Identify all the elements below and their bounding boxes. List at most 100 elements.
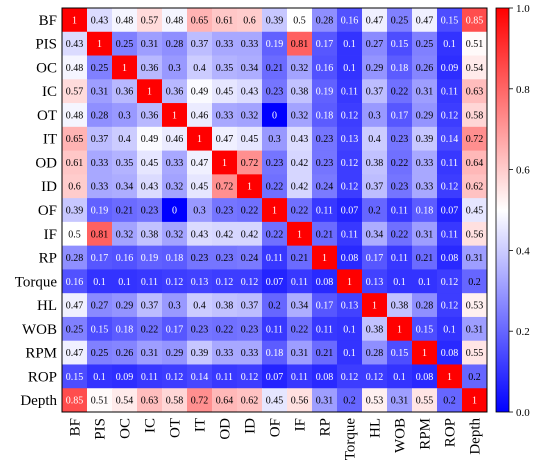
heatmap-cell (237, 269, 263, 294)
cell-value-label: 0.22 (266, 182, 284, 193)
cell-value-label: 0.22 (391, 229, 409, 240)
heatmap-cell (287, 55, 313, 80)
heatmap-cell (137, 293, 163, 318)
cell-value-label: 0.36 (141, 110, 159, 121)
heatmap-cell (362, 126, 388, 151)
cell-value-label: 0.1 (343, 63, 356, 74)
heatmap-cell (162, 316, 188, 342)
heatmap-cell (337, 364, 363, 389)
heatmap-cell (262, 364, 288, 389)
cell-value-label: 0.23 (241, 324, 259, 335)
cell-value-label: 0.13 (341, 134, 359, 145)
heatmap-cell (187, 198, 213, 223)
heatmap-cell (212, 269, 238, 294)
cell-value-label: 0.38 (291, 87, 309, 98)
cell-value-label: 0.11 (141, 372, 158, 383)
cell-value-label: 0.22 (241, 206, 259, 217)
heatmap-cell (462, 388, 488, 413)
heatmap-cell (362, 221, 388, 247)
heatmap-cell (237, 221, 263, 247)
cell-value-label: 0.85 (466, 15, 484, 26)
cell-value-label: 0.31 (141, 348, 159, 359)
heatmap-cell (262, 269, 288, 294)
column-label: OF (268, 418, 284, 437)
heatmap-cell (212, 340, 238, 365)
cell-value-label: 0.58 (466, 110, 484, 121)
heatmap-cell (87, 174, 113, 199)
heatmap-cell (62, 364, 88, 389)
heatmap-cell (287, 79, 313, 104)
cell-value-label: 0.48 (66, 110, 84, 121)
cell-value-label: 0.16 (341, 15, 359, 26)
cell-value-label: 0.33 (216, 348, 234, 359)
cell-value-label: 0.54 (116, 396, 134, 407)
cell-value-label: 0.48 (66, 63, 84, 74)
cell-value-label: 0.12 (166, 372, 184, 383)
cell-value-label: 0.48 (116, 15, 134, 26)
heatmap-cell (262, 293, 288, 318)
heatmap-cell (337, 245, 363, 270)
heatmap-cell (437, 269, 463, 294)
heatmap-cell (237, 364, 263, 389)
heatmap-cell (187, 126, 213, 151)
heatmap-cell (412, 79, 438, 104)
cell-value-label: 0.25 (91, 63, 109, 74)
heatmap-cell (262, 198, 288, 223)
heatmap-cell (462, 79, 488, 104)
heatmap-cell (137, 174, 163, 199)
heatmap-cell (437, 126, 463, 151)
heatmap-cell (62, 245, 88, 270)
heatmap-cell (437, 388, 463, 413)
heatmap-cell (162, 245, 188, 270)
heatmap-cell (312, 221, 338, 247)
heatmap-cell (387, 293, 413, 318)
heatmap-cell (362, 174, 388, 199)
heatmap-cell (112, 340, 138, 365)
heatmap-cell (62, 340, 88, 365)
heatmap-cell (437, 8, 463, 33)
heatmap-cell (412, 364, 438, 389)
cell-value-label: 0.38 (366, 158, 384, 169)
heatmap-cell (112, 221, 138, 247)
cell-value-label: 0.33 (416, 158, 434, 169)
colorbar-tick-label: 0.2 (516, 326, 530, 338)
cell-value-label: 1 (372, 301, 377, 312)
heatmap-cell (112, 79, 138, 104)
cell-value-label: 0.37 (91, 134, 109, 145)
cell-value-label: 0.2 (443, 396, 456, 407)
heatmap-cell (412, 103, 438, 128)
heatmap-cell (162, 31, 188, 56)
heatmap-cell (387, 269, 413, 294)
heatmap-cell (137, 388, 163, 413)
heatmap-cell (337, 269, 363, 294)
cell-value-label: 0.29 (166, 348, 184, 359)
cell-value-label: 0.11 (266, 324, 283, 335)
heatmap-cell (62, 8, 88, 33)
heatmap-cell (287, 31, 313, 56)
cell-value-label: 0.72 (466, 134, 484, 145)
cell-value-label: 0.22 (391, 158, 409, 169)
cell-value-label: 1 (122, 63, 127, 74)
heatmap-cell (387, 388, 413, 413)
heatmap-cell (187, 293, 213, 318)
cell-value-label: 1 (397, 324, 402, 335)
cell-value-label: 0.22 (266, 229, 284, 240)
heatmap-cell (362, 245, 388, 270)
heatmap-cell (412, 126, 438, 151)
heatmap-cell (137, 221, 163, 247)
heatmap-cell (162, 364, 188, 389)
cell-value-label: 0.19 (141, 253, 159, 264)
cell-value-label: 0.51 (466, 39, 484, 50)
heatmap-cell (437, 293, 463, 318)
row-label: IF (44, 227, 57, 243)
heatmap-cell (112, 293, 138, 318)
heatmap-cell (462, 198, 488, 223)
heatmap-cell (412, 198, 438, 223)
heatmap-cell (237, 245, 263, 270)
heatmap-cell (287, 293, 313, 318)
cell-value-label: 0.72 (191, 396, 209, 407)
cell-value-label: 0.11 (141, 277, 158, 288)
heatmap-cell (262, 316, 288, 342)
cell-value-label: 0.29 (416, 110, 434, 121)
heatmap-cell (62, 293, 88, 318)
